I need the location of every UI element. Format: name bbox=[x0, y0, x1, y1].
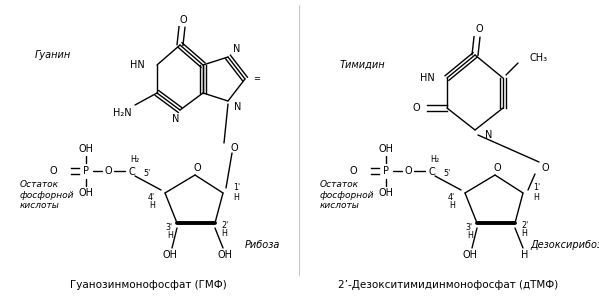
Text: HN: HN bbox=[420, 73, 435, 83]
Text: 5': 5' bbox=[143, 168, 150, 178]
Text: =: = bbox=[253, 75, 260, 83]
Text: 4': 4' bbox=[148, 194, 155, 203]
Text: Тимидин: Тимидин bbox=[340, 60, 386, 70]
Text: 4': 4' bbox=[448, 194, 455, 203]
Text: H: H bbox=[149, 201, 155, 211]
Text: 5': 5' bbox=[443, 168, 450, 178]
Text: O: O bbox=[404, 166, 412, 176]
Text: CH₃: CH₃ bbox=[530, 53, 548, 63]
Text: O: O bbox=[179, 15, 187, 25]
Text: H: H bbox=[221, 230, 227, 238]
Text: H: H bbox=[467, 231, 473, 241]
Text: O: O bbox=[349, 166, 357, 176]
Text: N: N bbox=[234, 102, 241, 112]
Text: OH: OH bbox=[379, 188, 394, 198]
Text: P: P bbox=[383, 166, 389, 176]
Text: O: O bbox=[475, 24, 483, 34]
Text: O: O bbox=[493, 163, 501, 173]
Text: O: O bbox=[104, 166, 112, 176]
Text: O: O bbox=[193, 163, 201, 173]
Text: OH: OH bbox=[217, 250, 232, 260]
Text: OH: OH bbox=[78, 188, 93, 198]
Text: 2': 2' bbox=[521, 222, 528, 230]
Text: 3': 3' bbox=[166, 224, 173, 233]
Text: O: O bbox=[49, 166, 57, 176]
Text: H: H bbox=[449, 201, 455, 211]
Text: Дезоксирибоза: Дезоксирибоза bbox=[530, 240, 599, 250]
Text: 3': 3' bbox=[466, 224, 473, 233]
Text: P: P bbox=[83, 166, 89, 176]
Text: Гуанин: Гуанин bbox=[35, 50, 71, 60]
Text: H: H bbox=[521, 250, 529, 260]
Text: O: O bbox=[541, 163, 549, 173]
Text: OH: OH bbox=[379, 144, 394, 154]
Text: 1': 1' bbox=[533, 184, 540, 192]
Text: 2': 2' bbox=[221, 222, 228, 230]
Text: OH: OH bbox=[462, 250, 477, 260]
Text: 2’-Дезокситимидинмонофосфат (дТМФ): 2’-Дезокситимидинмонофосфат (дТМФ) bbox=[338, 280, 558, 290]
Text: H₂: H₂ bbox=[431, 154, 440, 164]
Text: Гуанозинмонофосфат (ГМФ): Гуанозинмонофосфат (ГМФ) bbox=[69, 280, 226, 290]
Text: N: N bbox=[173, 114, 180, 124]
Text: O: O bbox=[230, 143, 238, 153]
Text: HN: HN bbox=[130, 60, 145, 70]
Text: Остаток
фосфорной
кислоты: Остаток фосфорной кислоты bbox=[20, 180, 74, 210]
Text: Рибоза: Рибоза bbox=[245, 240, 280, 250]
Text: Остаток
фосфорной
кислоты: Остаток фосфорной кислоты bbox=[320, 180, 374, 210]
Text: H: H bbox=[533, 194, 539, 203]
Text: N: N bbox=[485, 130, 492, 140]
Text: O: O bbox=[412, 103, 420, 113]
Text: C: C bbox=[129, 167, 135, 177]
Text: OH: OH bbox=[78, 144, 93, 154]
Text: H: H bbox=[167, 231, 173, 241]
Text: OH: OH bbox=[162, 250, 177, 260]
Text: N: N bbox=[233, 44, 240, 54]
Text: H: H bbox=[521, 230, 527, 238]
Text: H₂N: H₂N bbox=[113, 108, 132, 118]
Text: H: H bbox=[233, 194, 239, 203]
Text: 1': 1' bbox=[233, 184, 240, 192]
Text: H₂: H₂ bbox=[131, 154, 140, 164]
Text: C: C bbox=[429, 167, 435, 177]
